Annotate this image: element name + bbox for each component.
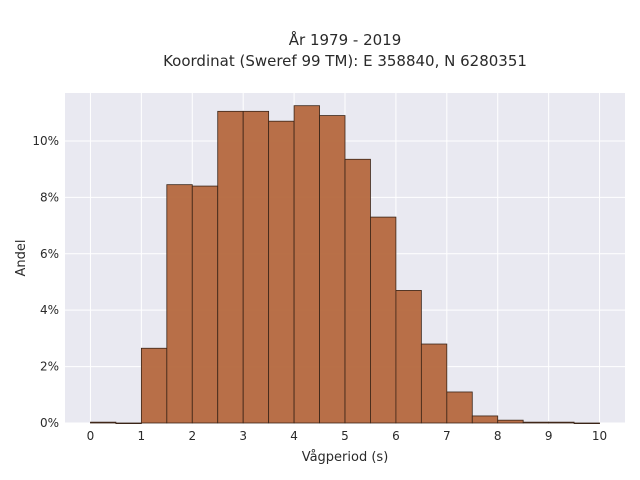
x-tick-label: 6 bbox=[392, 429, 400, 443]
histogram-bar bbox=[319, 115, 346, 424]
x-tick-label: 3 bbox=[239, 429, 247, 443]
histogram-bar bbox=[573, 422, 600, 425]
histogram-bar bbox=[166, 184, 193, 424]
x-tick-label: 2 bbox=[188, 429, 196, 443]
y-axis-label: Andel bbox=[14, 240, 29, 277]
y-axis-ticks: 0% 2% 4% 6% 8% 10% bbox=[32, 134, 59, 430]
x-tick-label: 1 bbox=[138, 429, 146, 443]
histogram-bar bbox=[115, 422, 142, 425]
y-tick-label: 4% bbox=[40, 303, 59, 317]
histogram-bar bbox=[370, 216, 397, 424]
chart-title-line-2: Koordinat (Sweref 99 TM): E 358840, N 62… bbox=[163, 52, 527, 70]
histogram-bar bbox=[548, 421, 575, 424]
histogram-bar bbox=[471, 415, 499, 424]
x-axis-label: Vågperiod (s) bbox=[302, 450, 389, 465]
histogram-bar bbox=[191, 185, 219, 424]
chart-title-line-1: År 1979 - 2019 bbox=[289, 30, 402, 49]
x-tick-label: 10 bbox=[592, 429, 607, 443]
histogram-bar bbox=[217, 110, 244, 424]
x-tick-label: 0 bbox=[87, 429, 95, 443]
x-tick-label: 5 bbox=[341, 429, 349, 443]
histogram-bar bbox=[90, 421, 117, 424]
histogram-bar bbox=[446, 391, 473, 424]
bars bbox=[90, 105, 600, 425]
x-tick-label: 4 bbox=[290, 429, 298, 443]
histogram-bar bbox=[420, 343, 448, 424]
x-tick-label: 9 bbox=[545, 429, 553, 443]
histogram-bar bbox=[268, 120, 295, 424]
histogram-bar bbox=[140, 347, 168, 424]
y-tick-label: 0% bbox=[40, 416, 59, 430]
histogram-bar bbox=[497, 419, 524, 424]
y-tick-label: 10% bbox=[32, 134, 59, 148]
y-tick-label: 2% bbox=[40, 360, 59, 374]
x-tick-label: 7 bbox=[443, 429, 451, 443]
y-tick-label: 8% bbox=[40, 190, 59, 204]
x-tick-label: 8 bbox=[494, 429, 502, 443]
y-tick-label: 6% bbox=[40, 247, 59, 261]
histogram-bar bbox=[242, 110, 270, 424]
x-axis-ticks: 0 1 2 3 4 5 6 7 8 9 10 bbox=[87, 429, 608, 443]
histogram-bar bbox=[522, 421, 550, 424]
histogram-bar bbox=[395, 290, 422, 424]
histogram-bar bbox=[344, 158, 371, 424]
histogram-bar bbox=[293, 105, 320, 424]
